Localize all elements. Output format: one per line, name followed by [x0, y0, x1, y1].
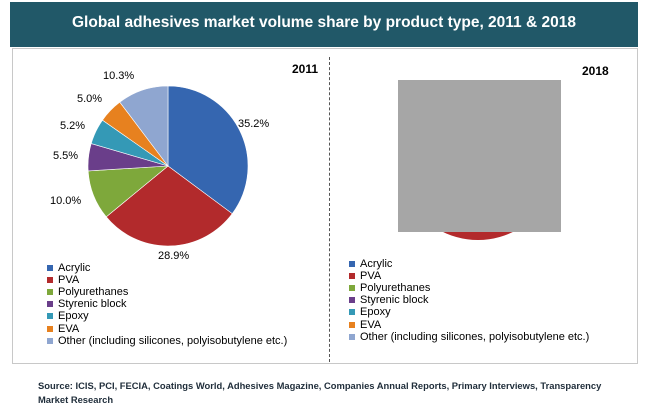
obscuring-gray-box — [398, 80, 561, 232]
legend-item-pva-2011: PVA — [47, 274, 287, 286]
legend-swatch — [349, 273, 355, 280]
legend-label: Acrylic — [58, 262, 91, 275]
legend-swatch — [47, 301, 53, 308]
data-label-other-2011: 10.3% — [103, 70, 135, 82]
legend-label: Polyurethanes — [360, 282, 431, 295]
legend-item-styrenic-block-2018: Styrenic block — [349, 294, 589, 306]
legend-swatch — [349, 285, 355, 292]
legend-item-other-2011: Other (including silicones, polyisobutyl… — [47, 335, 287, 347]
data-label-acrylic-2011: 35.2% — [238, 118, 270, 130]
legend-label: EVA — [360, 318, 382, 331]
legend-label: Styrenic block — [58, 298, 127, 311]
legend-item-pva-2018: PVA — [349, 270, 589, 282]
legend-item-eva-2011: EVA — [47, 322, 287, 335]
legend-item-acrylic-2018: Acrylic — [349, 258, 589, 270]
legend-item-other-2018: Other (including silicones, polyisobutyl… — [349, 331, 589, 343]
legend-label: Epoxy — [360, 306, 391, 319]
data-label-epoxy-2011: 5.2% — [60, 120, 86, 132]
chart-title: Global adhesives market volume share by … — [72, 14, 576, 31]
legend-label: PVA — [360, 270, 382, 283]
legend-swatch — [349, 321, 355, 328]
data-label-styrenic-2011: 5.5% — [53, 150, 79, 162]
legend-item-styrenic-block-2011: Styrenic block — [47, 298, 287, 310]
legend-item-polyurethanes-2018: Polyurethanes — [349, 282, 589, 294]
legend-label: Other (including silicones, polyisobutyl… — [58, 334, 288, 347]
legend-label: EVA — [58, 322, 80, 335]
year-label-2018: 2018 — [582, 64, 609, 78]
legend-label: Polyurethanes — [58, 286, 129, 299]
legend-item-acrylic-2011: Acrylic — [47, 262, 287, 274]
title-banner: Global adhesives market volume share by … — [10, 2, 638, 47]
legend-swatch — [47, 337, 53, 344]
legend-swatch — [47, 313, 53, 320]
legend-swatch — [47, 289, 53, 296]
legend-item-epoxy-2011: Epoxy — [47, 310, 287, 322]
source-note: Source: ICIS, PCI, FECIA, Coatings World… — [38, 380, 602, 405]
legend-item-eva-2018: EVA — [349, 318, 589, 331]
legend-item-polyurethanes-2011: Polyurethanes — [47, 286, 287, 298]
legend-swatch — [349, 333, 355, 340]
legend-swatch — [47, 325, 53, 332]
legend-2018: Acrylic PVA Polyurethanes Styrenic block Epo… — [349, 258, 589, 343]
legend-label: Other (including silicones, polyisobutyl… — [360, 330, 590, 343]
panel-divider — [329, 57, 330, 362]
legend-swatch — [349, 261, 355, 268]
pie-2011 — [87, 85, 249, 247]
legend-swatch — [349, 309, 355, 316]
data-label-polyurethanes-2011: 10.0% — [50, 195, 82, 207]
legend-label: Acrylic — [360, 258, 393, 271]
data-label-eva-2011: 5.0% — [77, 93, 103, 105]
chart-frame — [12, 48, 638, 364]
legend-swatch — [349, 297, 355, 304]
legend-swatch — [47, 277, 53, 284]
year-label-2011: 2011 — [292, 62, 319, 76]
legend-2011: Acrylic PVA Polyurethanes Styrenic block Epo… — [47, 262, 287, 347]
legend-label: Epoxy — [58, 310, 89, 323]
data-label-pva-2011: 28.9% — [158, 250, 190, 262]
legend-swatch — [47, 265, 53, 272]
pie-slice-acrylic-2011 — [167, 85, 249, 215]
pie-slice-pva-2011 — [105, 165, 233, 247]
legend-label: PVA — [58, 274, 80, 287]
pie-slice-other-including-silicones-polyisobutylene-etc-2011 — [119, 85, 169, 167]
legend-label: Styrenic block — [360, 294, 429, 307]
legend-item-epoxy-2018: Epoxy — [349, 306, 589, 318]
